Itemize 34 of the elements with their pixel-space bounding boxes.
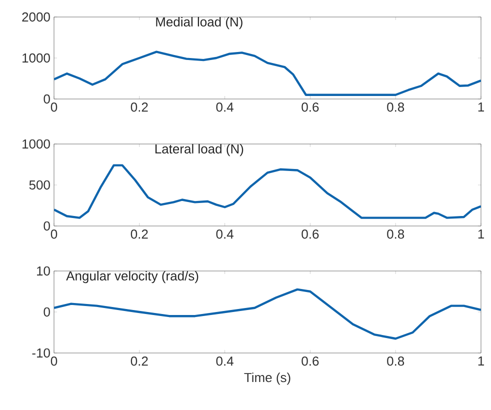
- x-tick-label: 1: [478, 230, 484, 238]
- x-tick-label: 0.6: [302, 102, 319, 112]
- x-tick-label: 0: [50, 230, 58, 239]
- x-tick-label: 1: [478, 102, 484, 112]
- y-tick-label: 10: [37, 266, 50, 276]
- y-tick-label: 1000: [22, 53, 50, 63]
- x-tick-label: 0.8: [387, 102, 404, 112]
- x-tick-label: 0.2: [130, 102, 148, 112]
- x-tick-label: 0: [50, 102, 58, 112]
- y-tick-label: 0: [44, 307, 50, 317]
- x-tick-label: 0.4: [216, 230, 234, 239]
- chart-title: Lateral load (N): [155, 144, 244, 156]
- y-tick-label: -10: [32, 348, 50, 358]
- chart-title: Medial load (N): [156, 16, 242, 30]
- line-series: [54, 164, 481, 219]
- x-axis-title: Time (s): [244, 372, 290, 385]
- y-tick-label: 2000: [22, 12, 50, 22]
- x-tick-label: 0.8: [387, 230, 404, 239]
- x-tick-label: 0.8: [387, 356, 404, 366]
- x-tick-label: 0: [50, 356, 58, 366]
- line-series: [54, 50, 481, 96]
- x-tick-label: 0.4: [216, 356, 234, 366]
- x-tick-label: 1: [478, 356, 484, 366]
- y-tick-label: 0: [44, 94, 50, 104]
- x-tick-label: 0.4: [216, 102, 234, 112]
- y-tick-label: 500: [29, 180, 50, 190]
- line-series: [54, 288, 481, 340]
- y-tick-label: 1000: [22, 139, 50, 149]
- x-tick-label: 0.2: [130, 230, 148, 239]
- x-tick-label: 0.6: [302, 356, 319, 366]
- x-tick-label: 0.2: [130, 356, 148, 366]
- chart-title: Angular velocity (rad/s): [66, 270, 198, 284]
- x-tick-label: 0.6: [302, 230, 319, 239]
- y-tick-label: 0: [44, 221, 50, 231]
